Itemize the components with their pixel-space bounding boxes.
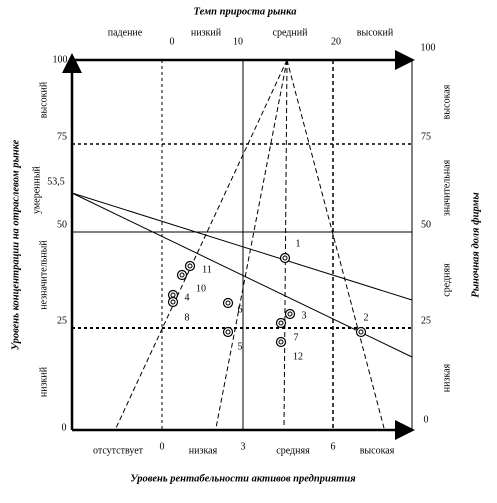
bottom-label: высокая bbox=[360, 445, 395, 456]
left-tick: 53,5 bbox=[47, 176, 65, 187]
top-label: средний bbox=[273, 27, 309, 38]
point-label: 4 bbox=[185, 292, 190, 303]
right-tick: 75 bbox=[421, 131, 431, 142]
point-marker bbox=[225, 300, 231, 306]
point-marker bbox=[179, 272, 185, 278]
right-level: низкая bbox=[441, 363, 452, 392]
left-level: умеренный bbox=[31, 165, 42, 213]
bottom-label: 0 bbox=[160, 441, 165, 452]
right-tick: 100 bbox=[421, 42, 436, 53]
bottom-label: отсутствует bbox=[93, 445, 144, 456]
point-marker bbox=[225, 329, 231, 335]
point-marker bbox=[358, 329, 364, 335]
point-label: 6 bbox=[238, 304, 243, 315]
point-marker bbox=[222, 326, 234, 338]
point-label: 1 bbox=[296, 238, 301, 249]
grid bbox=[62, 50, 415, 440]
right-level: значительная bbox=[441, 159, 452, 216]
left-level: низкий bbox=[38, 366, 49, 397]
point-label: 7 bbox=[294, 332, 299, 343]
point-marker bbox=[278, 339, 284, 345]
point-marker bbox=[222, 297, 234, 309]
point-marker bbox=[275, 336, 287, 348]
left-tick: 0 bbox=[62, 422, 67, 433]
bottom-label: средняя bbox=[276, 445, 310, 456]
point-marker bbox=[187, 263, 193, 269]
point-marker bbox=[287, 311, 293, 317]
top-label: 10 bbox=[233, 36, 243, 47]
right-tick: 0 bbox=[424, 414, 429, 425]
right-tick: 50 bbox=[421, 219, 431, 230]
point-label: 3 bbox=[302, 310, 307, 321]
point-marker bbox=[279, 252, 291, 264]
left-tick: 50 bbox=[57, 219, 67, 230]
point-label: 8 bbox=[185, 312, 190, 323]
top-label: высокий bbox=[357, 27, 394, 38]
right-tick: 25 bbox=[421, 315, 431, 326]
left-tick: 75 bbox=[57, 131, 67, 142]
point-marker bbox=[275, 317, 287, 329]
top-label: 0 bbox=[170, 36, 175, 47]
top-title: Темп прироста рынка bbox=[194, 6, 297, 17]
point-marker bbox=[284, 308, 296, 320]
top-label: низкий bbox=[191, 27, 222, 38]
left-tick: 25 bbox=[57, 315, 67, 326]
right-level: высокая bbox=[441, 84, 452, 119]
bottom-label: 3 bbox=[241, 441, 246, 452]
point-marker bbox=[184, 260, 196, 272]
top-label: 20 bbox=[331, 36, 341, 47]
point-label: 12 bbox=[293, 351, 303, 362]
point-marker bbox=[170, 299, 176, 305]
bottom-title: Уровень рентабельности активов предприят… bbox=[130, 473, 356, 484]
point-marker bbox=[282, 255, 288, 261]
right-title: Рыночная доля фирмы bbox=[470, 192, 481, 297]
point-marker bbox=[278, 320, 284, 326]
point-label: 2 bbox=[364, 312, 369, 323]
point-marker bbox=[176, 269, 188, 281]
point-label: 11 bbox=[202, 264, 212, 275]
point-marker bbox=[167, 296, 179, 308]
top-label: падение bbox=[108, 27, 143, 38]
right-level: средняя bbox=[441, 263, 452, 297]
left-level: незначительный bbox=[38, 240, 49, 310]
left-level: высокий bbox=[38, 81, 49, 118]
bottom-label: 6 bbox=[331, 441, 336, 452]
bottom-label: низкая bbox=[189, 445, 218, 456]
point-marker bbox=[355, 326, 367, 338]
left-tick: 100 bbox=[53, 54, 68, 65]
point-label: 10 bbox=[196, 283, 206, 294]
point-label: 5 bbox=[238, 341, 243, 352]
left-title: Уровень концентрации на отраслевом рынке bbox=[10, 139, 21, 350]
